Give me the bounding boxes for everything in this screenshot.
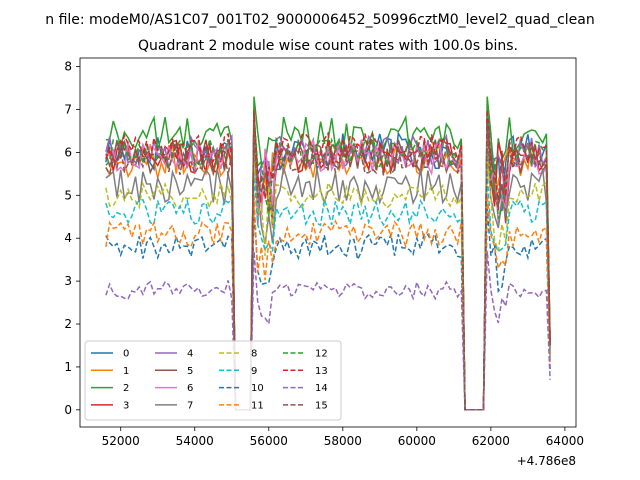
series-line-9: [105, 173, 551, 411]
plot-lines: [105, 96, 551, 411]
y-tick-label: 7: [64, 102, 72, 116]
x-axis: 52000 54000 56000 58000 60000 62000 64000: [102, 427, 584, 448]
legend-label: 4: [187, 349, 193, 360]
y-tick-label: 2: [64, 317, 72, 331]
axes-frame: [79, 57, 577, 428]
series-line-15: [105, 122, 551, 411]
x-tick-label: 54000: [176, 434, 214, 448]
y-tick-label: 0: [64, 403, 72, 417]
legend-label: 10: [251, 383, 264, 394]
legend-label: 7: [187, 400, 193, 411]
legend-label: 15: [315, 400, 328, 411]
legend-label: 11: [251, 400, 264, 411]
series-line-13: [105, 109, 551, 411]
x-tick-label: 60000: [398, 434, 436, 448]
legend-label: 0: [123, 349, 129, 360]
y-tick-label: 3: [64, 274, 72, 288]
x-tick-label: 64000: [546, 434, 584, 448]
y-axis: 0 1 2 3 4 5 6 7 8: [64, 60, 80, 417]
legend-label: 2: [123, 383, 129, 394]
legend-label: 5: [187, 366, 193, 377]
chart-title: Quadrant 2 module wise count rates with …: [138, 38, 518, 54]
x-tick-label: 56000: [250, 434, 288, 448]
y-tick-label: 8: [64, 60, 72, 74]
series-line-14: [105, 251, 551, 411]
y-tick-label: 6: [64, 145, 72, 159]
legend-label: 1: [123, 366, 129, 377]
x-offset-label: +4.786e8: [517, 454, 576, 468]
legend-label: 8: [251, 349, 257, 360]
legend-label: 14: [315, 383, 328, 394]
x-tick-label: 62000: [472, 434, 510, 448]
legend-label: 9: [251, 366, 257, 377]
legend-label: 13: [315, 366, 328, 377]
x-tick-label: 58000: [324, 434, 362, 448]
x-tick-label: 52000: [102, 434, 140, 448]
y-tick-label: 4: [64, 231, 72, 245]
legend-label: 12: [315, 349, 328, 360]
legend-label: 3: [123, 400, 129, 411]
legend-box: [84, 340, 342, 421]
series-line-12: [105, 113, 551, 411]
figure-suptitle: n file: modeM0/AS1C07_001T02_9000006452_…: [45, 12, 594, 28]
y-tick-label: 1: [64, 360, 72, 374]
legend-label: 6: [187, 383, 193, 394]
y-tick-label: 5: [64, 188, 72, 202]
